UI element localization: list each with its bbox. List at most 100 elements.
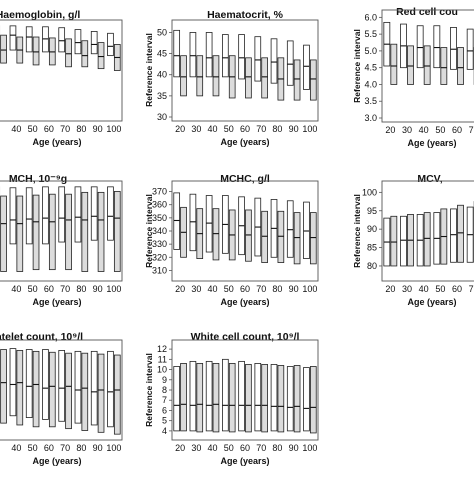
x-tick-label: 50 <box>224 124 234 134</box>
interval-box <box>107 186 114 241</box>
x-tick-label: 60 <box>44 443 54 453</box>
x-tick-label: 70 <box>60 124 70 134</box>
y-axis-label: Reference interval <box>144 353 154 427</box>
interval-box <box>42 349 49 420</box>
x-tick-label: 70 <box>469 284 474 294</box>
interval-box <box>32 350 40 428</box>
panel-1: Haematocrit, % 30 35 40 45 50 20 30 40 50 60 70 80 90… <box>144 9 319 147</box>
x-tick-label: 100 <box>302 284 317 294</box>
interval-box <box>0 34 7 64</box>
interval-box <box>81 40 89 68</box>
interval-box <box>400 215 407 267</box>
interval-box <box>293 212 301 265</box>
panel-title: Haematocrit, % <box>207 9 284 21</box>
x-axis-label: Age (years) <box>220 297 269 307</box>
interval-box <box>407 45 414 85</box>
interval-box <box>189 360 197 432</box>
interval-box <box>180 363 187 432</box>
y-tick-label: 340 <box>152 226 167 236</box>
plot-frame <box>171 19 319 122</box>
panel-5: MCV, 80 85 90 95 100 20 30 40 50 60 70 Age (years) Re… <box>352 173 474 307</box>
interval-box <box>0 349 7 424</box>
interval-box <box>277 365 285 433</box>
interval-box <box>90 31 98 55</box>
interval-box <box>65 352 72 430</box>
y-tick-label: 8 <box>162 385 167 395</box>
x-tick-label: 100 <box>302 443 317 453</box>
y-tick-label: 10 <box>157 365 167 375</box>
panel-4: MCHC, g/l 310 320 330 340 350 360 370 20 30 40 50 60… <box>144 173 319 307</box>
y-tick-label: 4 <box>162 426 167 436</box>
y-tick-label: 30 <box>157 112 167 122</box>
x-tick-label: 80 <box>76 284 86 294</box>
x-tick-label: 30 <box>402 125 412 135</box>
y-tick-label: 4.0 <box>364 79 377 89</box>
y-tick-label: 35 <box>157 91 167 101</box>
interval-box <box>245 209 252 262</box>
interval-box <box>90 350 98 426</box>
x-tick-label: 60 <box>240 443 250 453</box>
interval-box <box>173 192 181 250</box>
interval-box <box>81 191 89 272</box>
x-axis-label: Age (years) <box>220 137 269 147</box>
interval-box <box>450 27 457 70</box>
x-tick-label: 100 <box>106 124 121 134</box>
interval-box <box>222 34 229 78</box>
interval-box <box>173 29 181 78</box>
interval-box <box>97 353 105 433</box>
x-tick-label: 40 <box>208 284 218 294</box>
y-tick-label: 6.0 <box>364 12 377 22</box>
interval-box <box>222 358 229 432</box>
interval-box <box>303 367 310 432</box>
x-tick-label: 20 <box>175 443 185 453</box>
x-tick-label: 90 <box>289 443 299 453</box>
interval-box <box>238 34 245 80</box>
x-tick-label: 40 <box>208 443 218 453</box>
interval-box <box>261 364 268 433</box>
x-tick-label: 70 <box>469 125 474 135</box>
plot-frame <box>381 9 474 123</box>
interval-box <box>309 212 317 265</box>
x-tick-label: 40 <box>11 443 21 453</box>
panel-title: Red cell cou <box>396 6 458 18</box>
interval-box <box>440 47 448 85</box>
interval-box <box>270 38 278 84</box>
y-tick-label: 7 <box>162 395 167 405</box>
interval-box <box>205 360 213 432</box>
y-tick-label: 50 <box>157 27 167 37</box>
interval-box <box>65 193 72 271</box>
interval-box <box>25 349 33 418</box>
y-tick-label: 330 <box>152 239 167 249</box>
interval-box <box>212 55 220 97</box>
interval-box <box>245 364 252 433</box>
x-axis-label: Age (years) <box>32 456 81 466</box>
interval-box <box>303 44 310 90</box>
interval-box <box>205 32 213 78</box>
interval-box <box>309 59 317 101</box>
y-tick-label: 100 <box>362 187 377 197</box>
x-tick-label: 20 <box>385 284 395 294</box>
x-tick-label: 40 <box>11 284 21 294</box>
x-tick-label: 40 <box>419 284 429 294</box>
y-tick-label: 3.0 <box>364 113 377 123</box>
interval-box <box>450 208 457 263</box>
y-tick-label: 85 <box>367 243 377 253</box>
y-tick-label: 45 <box>157 49 167 59</box>
x-tick-label: 60 <box>44 124 54 134</box>
x-tick-label: 60 <box>452 125 462 135</box>
plot-frame <box>381 180 474 282</box>
y-axis-label: Reference interval <box>352 29 362 103</box>
y-tick-label: 11 <box>158 354 167 364</box>
panel-title: White cell count, 10⁹/l <box>191 331 300 343</box>
interval-box <box>25 26 33 53</box>
interval-box <box>293 59 301 101</box>
x-tick-label: 60 <box>240 124 250 134</box>
x-tick-label: 50 <box>28 124 38 134</box>
y-tick-label: 5 <box>162 416 167 426</box>
y-tick-label: 3.5 <box>364 96 377 106</box>
x-tick-label: 20 <box>385 125 395 135</box>
interval-box <box>58 186 66 243</box>
interval-box <box>303 201 310 259</box>
x-tick-label: 70 <box>60 284 70 294</box>
